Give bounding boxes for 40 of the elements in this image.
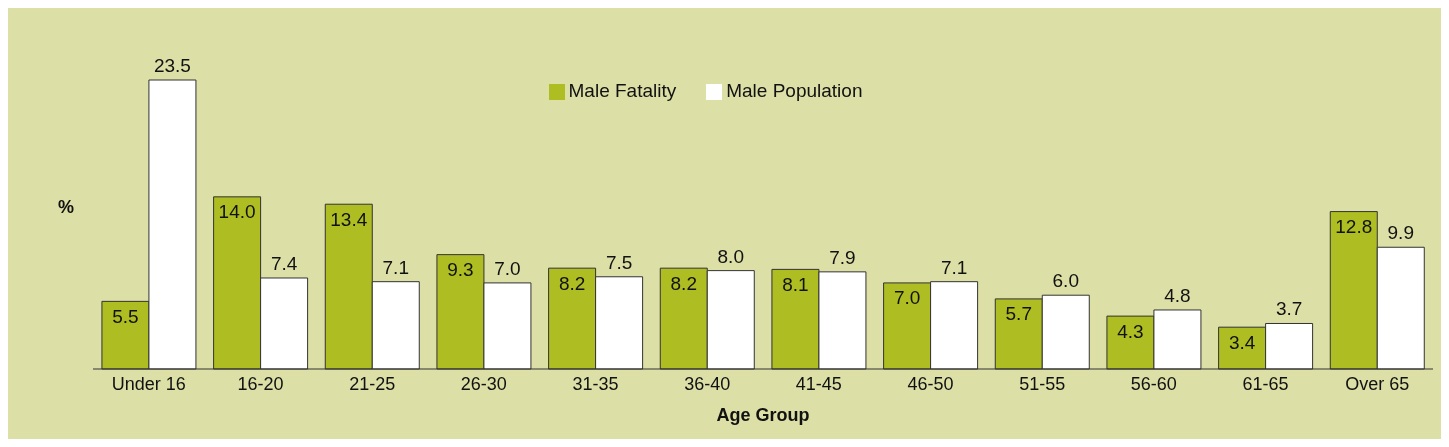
data-label: 7.1 [382, 256, 409, 278]
x-tick-label: Under 16 [111, 373, 186, 394]
data-label: 8.1 [782, 273, 809, 295]
x-tick-label: 16-20 [237, 373, 284, 394]
data-label: 8.2 [558, 272, 586, 294]
x-tick-label: 46-50 [907, 373, 954, 394]
data-label: 6.0 [1052, 270, 1079, 292]
data-label: 4.8 [1164, 284, 1191, 306]
data-label: 5.7 [1005, 303, 1032, 325]
x-tick-label: 31-35 [572, 373, 619, 394]
x-tick-label: 21-25 [349, 373, 396, 394]
data-label: 8.2 [670, 272, 697, 294]
x-axis-title: Age Group [716, 405, 810, 425]
data-label: 7.4 [270, 253, 298, 274]
data-label: 9.3 [447, 259, 474, 281]
x-tick-label: Over 65 [1345, 373, 1410, 394]
data-label: 13.4 [330, 208, 368, 230]
data-label: 23.5 [153, 55, 191, 76]
data-label: 9.9 [1387, 222, 1414, 244]
data-label: 5.5 [112, 305, 139, 327]
x-tick-label: 41-45 [795, 373, 842, 394]
legend-label: Male Population [726, 80, 863, 101]
data-label: 12.8 [1335, 216, 1373, 238]
data-label: 8.0 [717, 245, 744, 267]
data-label: 3.4 [1228, 331, 1256, 353]
data-label: 7.5 [605, 251, 633, 273]
y-axis-title: % [58, 196, 75, 217]
x-tick-label: 61-65 [1242, 373, 1289, 394]
data-label: 14.0 [218, 201, 256, 223]
x-tick-label: 51-55 [1019, 373, 1066, 394]
data-label: 4.3 [1117, 320, 1144, 342]
data-label: 7.1 [940, 256, 968, 278]
legend-label: Male Fatality [568, 80, 677, 101]
data-label: 3.7 [1275, 298, 1303, 320]
data-label: 7.9 [829, 246, 856, 268]
x-tick-label: 56-60 [1130, 373, 1177, 394]
data-label: 7.0 [893, 287, 921, 309]
x-tick-label: 26-30 [460, 373, 507, 394]
data-label: 7.0 [494, 257, 521, 279]
x-tick-label: 36-40 [684, 373, 731, 394]
